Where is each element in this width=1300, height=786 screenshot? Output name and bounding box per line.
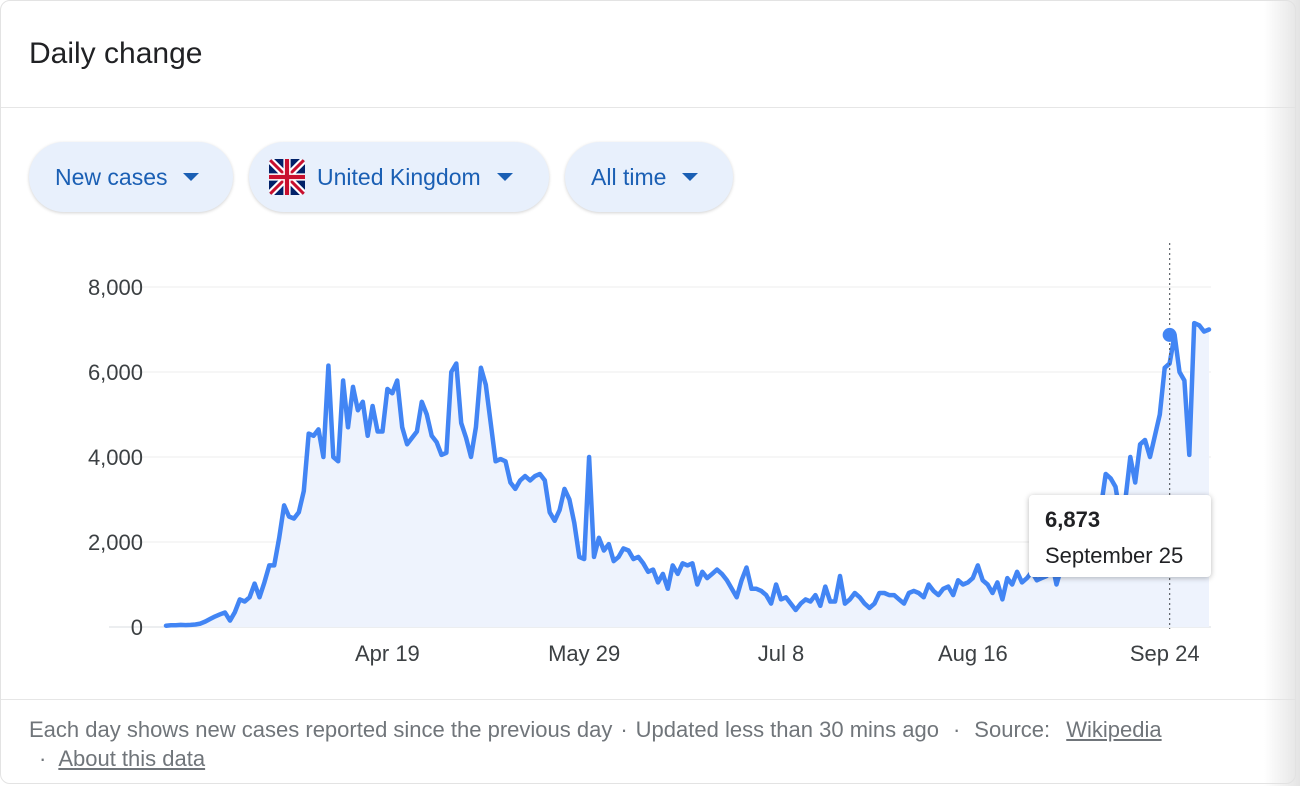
hover-point [1162, 327, 1177, 342]
caret-down-icon [183, 173, 200, 181]
caret-down-icon [496, 173, 513, 181]
x-tick-label: Sep 24 [1130, 641, 1200, 666]
y-tick-label: 4,000 [88, 445, 143, 470]
metric-dropdown[interactable]: New cases [29, 142, 233, 212]
about-data-link[interactable]: About this data [58, 746, 206, 771]
card-title: Daily change [29, 37, 203, 70]
footer-separator: · [620, 717, 628, 742]
y-tick-label: 8,000 [88, 275, 143, 300]
footer-source-label: Source: [974, 717, 1051, 742]
footer-updated: Updated less than 30 mins ago [635, 717, 939, 742]
x-tick-label: Jul 8 [758, 641, 804, 666]
x-tick-label: Aug 16 [938, 641, 1008, 666]
source-link[interactable]: Wikipedia [1066, 717, 1162, 742]
chart-footer: Each day shows new cases reported since … [29, 715, 1259, 773]
range-dropdown[interactable]: All time [565, 142, 733, 212]
x-tick-label: Apr 19 [355, 641, 420, 666]
caret-down-icon [682, 173, 699, 181]
metric-dropdown-label: New cases [55, 163, 168, 190]
footer-separator: · [39, 746, 47, 771]
x-tick-label: May 29 [548, 641, 620, 666]
location-dropdown-label: United Kingdom [317, 163, 481, 190]
series-area [166, 323, 1209, 627]
footer-note: Each day shows new cases reported since … [29, 717, 613, 742]
range-dropdown-label: All time [591, 163, 667, 190]
daily-cases-chart[interactable]: 0 2,000 4,000 6,000 8,000 Apr 19 May 29 Jul 8 Au… [1, 1, 1296, 701]
header-divider [1, 107, 1295, 108]
tooltip-value: 6,873 [1045, 507, 1101, 532]
y-tick-label: 2,000 [88, 530, 143, 555]
y-tick-label: 6,000 [88, 360, 143, 385]
footer-divider [1, 699, 1295, 700]
footer-separator: · [952, 717, 961, 742]
uk-flag-icon [269, 159, 305, 195]
y-tick-label: 0 [131, 615, 143, 640]
location-dropdown[interactable]: United Kingdom [249, 142, 549, 212]
tooltip-date: September 25 [1045, 543, 1184, 568]
chart-tooltip: 6,873 September 25 [1029, 495, 1211, 577]
series-line [163, 320, 1212, 628]
